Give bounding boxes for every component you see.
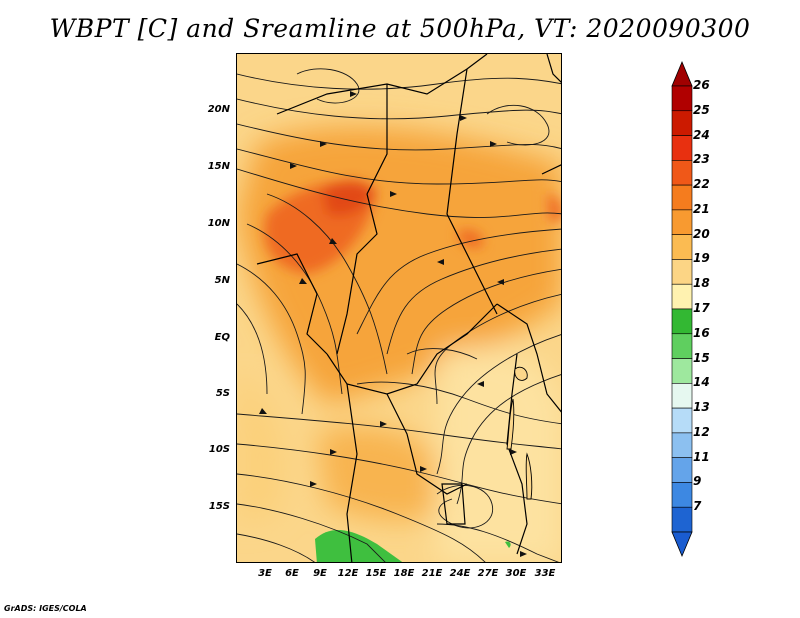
- colorbar-label: 23: [693, 152, 710, 167]
- streamline-arrows: [259, 91, 527, 557]
- colorbar-label: 16: [693, 325, 710, 340]
- colorbar-segment: [671, 506, 693, 533]
- lon-label-6e: 6E: [285, 568, 299, 579]
- colorbar-label: 24: [693, 127, 710, 142]
- lon-label-9e: 9E: [313, 568, 327, 579]
- colorbar-segment: [671, 383, 693, 409]
- colorbar-segment: [671, 407, 693, 434]
- colorbar-segment: [671, 333, 693, 359]
- colorbar-label: 15: [693, 350, 710, 365]
- colorbar-segment: [671, 110, 693, 136]
- lat-label-15s: 15S: [208, 501, 230, 512]
- lon-label-3e: 3E: [258, 568, 272, 579]
- colorbar-label: 9: [693, 474, 702, 489]
- cold-spot: [505, 541, 511, 548]
- streamlines: [237, 68, 561, 562]
- cold-region: [315, 529, 403, 562]
- lon-label-15e: 15E: [365, 568, 387, 579]
- lon-label-24e: 24E: [449, 568, 471, 579]
- colorbar-label: 21: [693, 201, 710, 216]
- colorbar-segment: [671, 482, 693, 508]
- lat-label-5n: 5N: [214, 275, 230, 286]
- colorbar-segment: [671, 432, 693, 458]
- colorbar-label: 19: [693, 251, 710, 266]
- wbpt-map: [237, 54, 561, 562]
- lat-label-10n: 10N: [207, 218, 230, 229]
- colorbar-label: 7: [693, 499, 702, 514]
- colorbar-segment: [671, 234, 693, 260]
- lat-label-5s: 5S: [215, 388, 230, 399]
- colorbar-segment: [671, 308, 693, 335]
- colorbar-segment: [671, 160, 693, 186]
- colorbar-label: 17: [693, 301, 710, 315]
- lon-label-27e: 27E: [477, 568, 499, 579]
- colorbar-label: 13: [693, 400, 710, 415]
- colorbar-label: 18: [693, 276, 710, 291]
- lon-label-21e: 21E: [421, 568, 443, 579]
- colorbar-segment: [671, 358, 693, 384]
- colorbar-segment: [671, 283, 693, 310]
- lat-label-10s: 10S: [208, 444, 230, 455]
- grads-credit: GrADS: IGES/COLA: [4, 604, 87, 613]
- colorbar-label: 20: [693, 226, 710, 241]
- colorbar-top-arrow: [671, 60, 693, 87]
- colorbar: [671, 60, 693, 558]
- lon-label-12e: 12E: [337, 568, 359, 579]
- map-panel: [236, 53, 562, 563]
- lon-label-30e: 30E: [505, 568, 527, 579]
- colorbar-segment: [671, 85, 693, 112]
- colorbar-label: 11: [693, 449, 710, 464]
- colorbar-segment: [671, 184, 693, 211]
- country-borders: [256, 54, 561, 562]
- colorbar-bottom-arrow: [671, 531, 693, 558]
- lakes: [506, 366, 533, 500]
- lat-label-eq: EQ: [214, 332, 230, 343]
- colorbar-segment: [671, 259, 693, 285]
- colorbar-segment: [671, 135, 693, 161]
- colorbar-segment: [671, 209, 693, 235]
- colorbar-label: 12: [693, 424, 710, 439]
- colorbar-label: 25: [693, 102, 710, 117]
- colorbar-label: 26: [693, 78, 710, 92]
- lat-label-20n: 20N: [207, 104, 230, 115]
- lat-label-15n: 15N: [207, 161, 230, 172]
- colorbar-label: 14: [693, 375, 710, 390]
- colorbar-label: 22: [693, 177, 710, 192]
- lon-label-18e: 18E: [393, 568, 415, 579]
- lon-label-33e: 33E: [534, 568, 556, 579]
- colorbar-segment: [671, 457, 693, 483]
- map-title: WBPT [C] and Sreamline at 500hPa, VT: 20…: [49, 14, 751, 43]
